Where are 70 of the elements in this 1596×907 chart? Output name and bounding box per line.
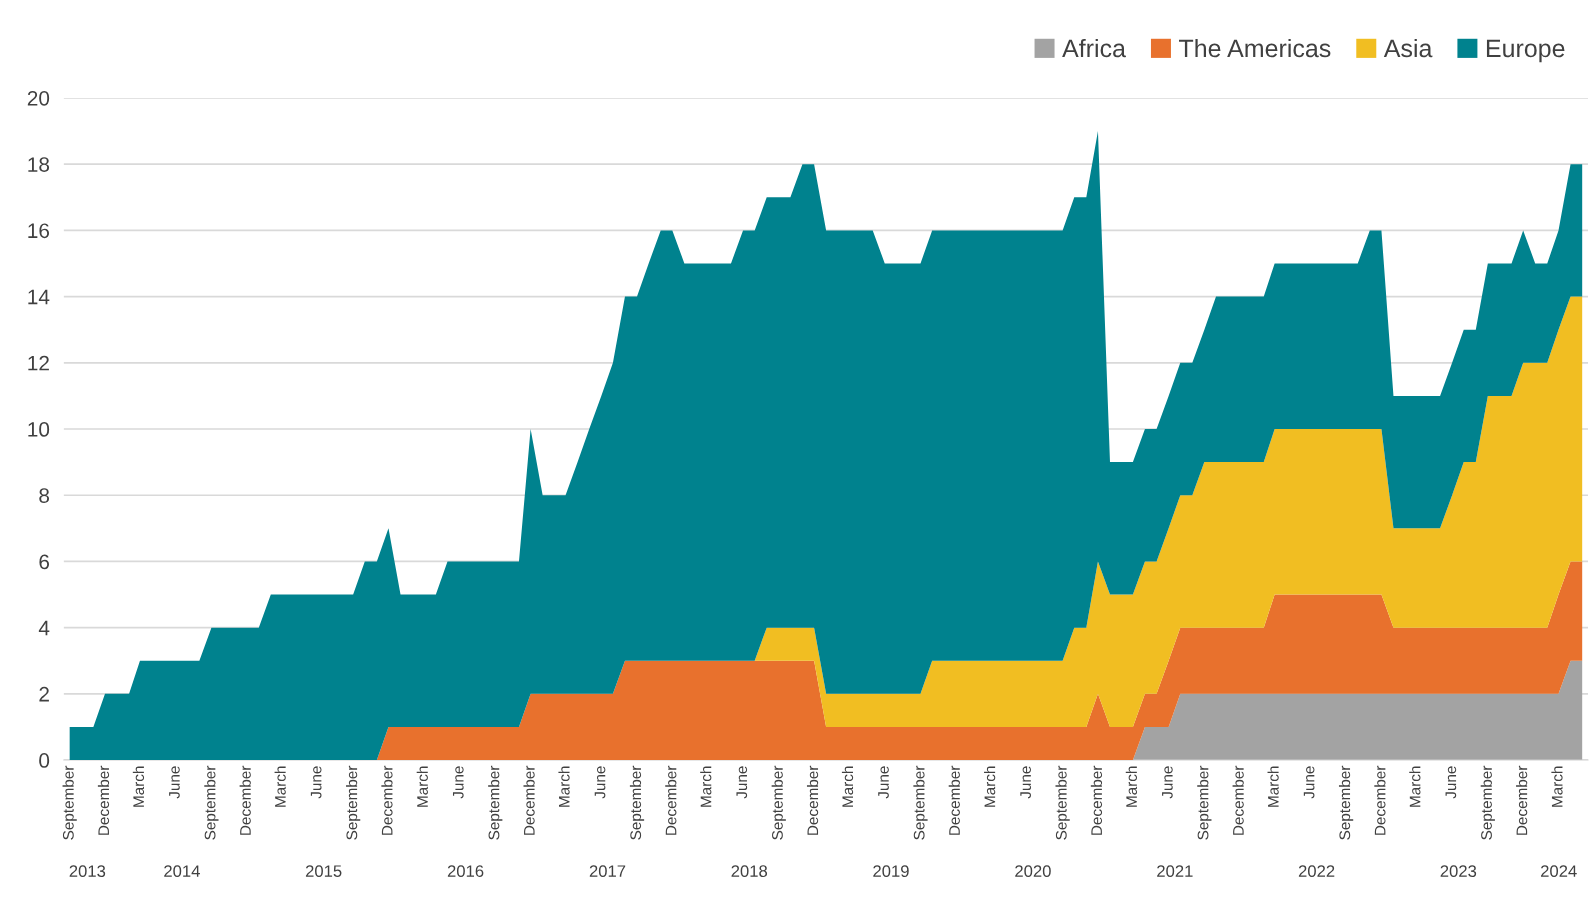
y-tick-label: 16 [28,223,50,239]
x-tick-label: December [523,765,535,835]
text: 2017 [589,865,626,878]
x-tick-label: March [700,766,712,807]
x-tick-label: March [1125,766,1137,807]
y-tick-label: 4 [38,620,50,636]
x-tick-label: December [948,765,960,835]
x-tick-label: March [274,766,286,807]
x-tick-label: March [132,766,145,807]
x-tick-label: September [1197,765,1212,840]
x-tick-label: September [1338,765,1354,840]
x-tick-label: September [1480,765,1495,840]
legend-label: Europe [1486,39,1565,63]
x-tick-label: September [913,765,928,840]
x-tick-label: December [665,765,677,835]
legend-label: The Americas [1179,38,1331,58]
x-tick-label: September [346,765,361,840]
x-tick-label: June [878,766,889,799]
x-tick-label: December [381,765,393,835]
y-tick-label: 12 [28,355,49,371]
text: 2021 [1157,865,1193,878]
x-tick-label: September [204,765,219,840]
legend-label: Africa [1062,38,1126,58]
text: 2014 [164,865,200,878]
y-tick-label: 0 [39,753,50,768]
x-tick-label: March [1409,766,1421,807]
x-tick-label: June [736,766,748,799]
text: 2016 [447,865,484,878]
legend-label: Asia [1383,38,1433,58]
y-tick-label: 8 [39,488,50,503]
x-tick-label: June [310,766,322,799]
x-tick-label: June [1020,766,1031,799]
x-tick-label: June [452,766,464,799]
text: 2020 [1015,865,1051,878]
x-tick-label: March [1551,766,1563,807]
x-tick-label: December [806,765,819,835]
x-tick-label: June [594,766,606,799]
text: 2013 [69,865,106,878]
y-tick-label: 10 [28,422,50,437]
text: 2019 [873,865,909,878]
text: 2023 [1440,865,1477,878]
x-tick-label: December [239,765,251,835]
x-tick-label: December [1090,765,1103,835]
x-tick-label: March [984,766,996,807]
text: 2022 [1298,865,1335,878]
x-tick-label: December [1232,765,1244,835]
y-tick-label: 20 [27,90,50,106]
x-tick-label: December [1374,765,1386,835]
y-tick-label: 18 [28,157,50,172]
x-tick-label: September [629,765,645,840]
x-tick-label: September [62,765,77,840]
y-tick-label: 6 [39,554,50,570]
x-tick-label: December [1516,765,1528,835]
x-tick-label: March [558,766,570,807]
x-tick-label: September [488,765,503,840]
y-tick-label: 2 [39,686,49,702]
y-tick-label: 14 [28,289,50,305]
x-tick-label: March [1267,766,1279,807]
x-tick-label: September [771,765,786,840]
text: 2015 [305,865,342,878]
x-tick-label: June [1303,766,1315,799]
x-tick-label: March [841,766,854,807]
x-tick-label: June [1445,766,1457,799]
x-tick-label: March [416,766,428,807]
x-tick-label: December [97,765,110,835]
text: 2018 [731,865,768,878]
x-tick-label: June [169,766,180,799]
x-tick-label: September [1055,765,1070,840]
x-tick-label: June [1162,766,1173,799]
text: 2024 [1541,865,1577,878]
